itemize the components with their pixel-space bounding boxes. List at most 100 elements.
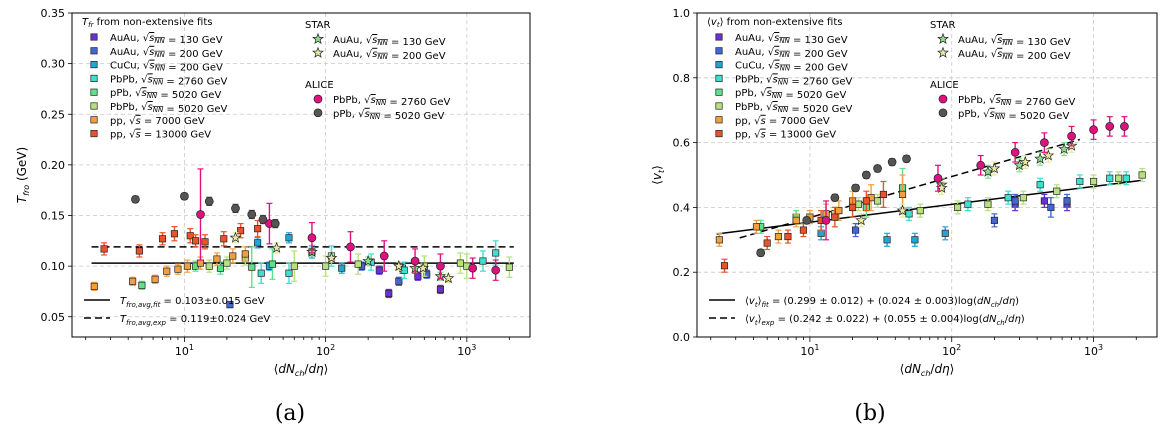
y-tick-label: 0.05 <box>41 311 66 324</box>
legend-marker-CuCu200 <box>715 61 723 69</box>
data-point-PbPb2760 <box>905 210 913 218</box>
y-tick-label: 0.15 <box>41 210 66 223</box>
y-tick-label: 0.30 <box>41 58 66 71</box>
axes-frame <box>696 12 1158 338</box>
legend-star-label: AuAu, √sNN = 200 GeV <box>958 49 1071 62</box>
data-point-pp7000 <box>213 255 221 263</box>
data-point-pPb5020_ALICE <box>247 210 257 219</box>
y-axis-label: ⟨vt⟩ <box>650 165 666 185</box>
data-point-STAR130 <box>1034 152 1047 164</box>
data-point-PbPb2760 <box>492 249 500 257</box>
data-point-PbPb2760_ALICE <box>436 261 445 271</box>
data-point-CuCu200 <box>338 264 346 272</box>
data-point-pp7000 <box>183 262 191 270</box>
data-point-CuCu200 <box>883 236 891 244</box>
data-point-PbPb5020 <box>954 203 962 211</box>
data-point-STAR200 <box>229 231 242 243</box>
legend-star-marker <box>937 32 949 45</box>
legend-alice-label: PbPb, √sNN = 2760 GeV <box>958 95 1075 108</box>
legend: Tfr from non-extensive fits AuAu, √sNN = … <box>82 17 450 141</box>
data-point-PbPb5020 <box>1053 187 1061 195</box>
data-point-CuCu200 <box>254 239 262 247</box>
legend-marker-pp7000 <box>715 116 723 124</box>
data-point-pPb5020_ALICE <box>231 204 240 213</box>
data-point-PbPb5020 <box>1019 194 1027 202</box>
data-point-PbPb2760 <box>1122 174 1130 182</box>
fit-legend: ⟨vt⟩fit = (0.299 ± 0.012) + (0.024 ± 0.0… <box>709 296 1025 327</box>
legend-label-AuAu200: AuAu, √sNN = 200 GeV <box>110 47 223 60</box>
data-point-pPb5020 <box>268 260 276 268</box>
y-tick-label: 0.8 <box>673 72 691 85</box>
data-point-STAR200 <box>417 261 429 274</box>
legend-alice-marker <box>938 94 948 104</box>
data-point-PbPb5020 <box>1090 177 1098 186</box>
data-point-pPb5020 <box>248 263 256 271</box>
data-point-AuAu200 <box>226 301 234 309</box>
data-point-pPb5020_ALICE <box>180 191 189 201</box>
data-point-STAR200 <box>325 251 338 264</box>
data-point-STAR200 <box>896 204 909 216</box>
legend-marker-AuAu130 <box>715 33 723 41</box>
legend-star-marker <box>937 46 949 58</box>
data-point-STAR200 <box>988 162 1001 174</box>
data-point-PbPb5020 <box>1138 171 1146 179</box>
data-point-pp13000 <box>831 213 839 221</box>
legend-marker-pp7000 <box>90 116 98 124</box>
legend-star-label: AuAu, √sNN = 130 GeV <box>333 35 446 48</box>
legend-alice-marker <box>938 108 948 118</box>
x-tick-label: 102 <box>316 343 335 358</box>
legend-label-PbPb2760: PbPb, √sNN = 2760 GeV <box>110 74 227 87</box>
data-point-pp7000 <box>196 259 205 267</box>
data-point-pp7000 <box>752 223 761 231</box>
legend-marker-PbPb5020 <box>90 102 98 110</box>
x-tick-label: 103 <box>1084 343 1103 358</box>
data-point-pPb5020 <box>216 264 224 272</box>
data-point-pp13000 <box>849 203 857 211</box>
data-point-PbPb2760_ALICE <box>1067 131 1076 141</box>
data-point-PbPb5020 <box>456 259 464 267</box>
y-tick-label: 0.2 <box>673 266 691 279</box>
legend-marker-pp13000 <box>90 130 98 138</box>
data-point-pp13000 <box>237 227 245 235</box>
data-point-pPb5020_ALICE <box>851 183 860 193</box>
data-point-PbPb2760_ALICE <box>933 173 943 183</box>
data-point-AuAu200 <box>423 270 431 278</box>
data-point-pp7000 <box>163 267 171 275</box>
data-point-pp7000 <box>229 252 237 260</box>
y-tick-label: 0.4 <box>673 201 691 214</box>
data-point-pp13000 <box>879 190 887 198</box>
data-point-PbPb5020 <box>290 262 298 270</box>
legend-label-AuAu130: AuAu, √sNN = 130 GeV <box>735 33 848 46</box>
panel-b: 101 102 103 0.0 0.2 0.4 0.6 0.8 1.0 ⟨dNch/dη⟩ ⟨vt⟩… <box>650 7 1158 426</box>
data-point-AuAu200 <box>990 216 998 224</box>
legend-marker-PbPb2760 <box>715 74 723 82</box>
legend-marker-PbPb5020 <box>715 102 723 110</box>
data-point-PbPb2760_ALICE <box>346 242 355 252</box>
data-points <box>715 116 1146 273</box>
data-point-PbPb2760 <box>479 257 487 265</box>
data-point-CuCu200 <box>285 234 293 242</box>
legend-label-CuCu200: CuCu, √sNN = 200 GeV <box>735 61 848 74</box>
legend-label-AuAu200: AuAu, √sNN = 200 GeV <box>735 47 848 60</box>
data-point-PbPb2760_ALICE <box>1089 125 1098 134</box>
data-point-AuAu200 <box>1047 203 1055 211</box>
panel-label: (a) <box>275 401 305 426</box>
panel-a: 101 102 103 0.05 0.10 0.15 0.20 0.25 0.30 0.35 ⟨dN… <box>15 7 531 426</box>
y-tick-label: 0.20 <box>41 159 66 172</box>
data-point-STAR200 <box>442 272 455 284</box>
data-point-AuAu130 <box>385 289 393 298</box>
data-point-PbPb5020 <box>874 197 882 205</box>
data-point-pp13000 <box>186 232 194 240</box>
legend-label-AuAu130: AuAu, √sNN = 130 GeV <box>110 33 223 46</box>
data-point-pp13000 <box>201 238 209 246</box>
legend-alice-label: PbPb, √sNN = 2760 GeV <box>333 95 450 108</box>
legend-title: Tfr from non-extensive fits <box>82 17 212 29</box>
legend-star-label: AuAu, √sNN = 130 GeV <box>958 35 1071 48</box>
data-point-pPb5020_ALICE <box>873 164 882 173</box>
y-tick-label: 0.0 <box>673 331 691 344</box>
data-point-PbPb2760 <box>1106 174 1114 182</box>
fit-legend-label: ⟨vt⟩fit = (0.299 ± 0.012) + (0.024 ± 0.0… <box>745 296 1019 309</box>
data-point-pp7000 <box>90 282 98 290</box>
legend-label-pp7000: pp, √s = 7000 GeV <box>735 116 830 127</box>
